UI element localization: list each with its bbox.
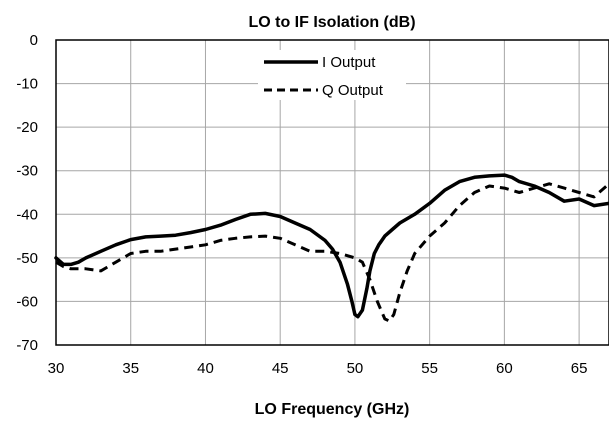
- x-tick-label: 35: [122, 360, 139, 377]
- series-line-q-output: [55, 182, 609, 323]
- y-tick-label: -20: [16, 119, 38, 136]
- x-tick-label: 65: [571, 360, 588, 377]
- y-tick-labels: 0 -10 -20 -30 -40 -50 -60 -70: [16, 32, 38, 354]
- x-tick-label: 60: [496, 360, 513, 377]
- x-tick-label: 45: [272, 360, 289, 377]
- legend-label-i-output: I Output: [322, 54, 376, 71]
- series-line-i-output: [54, 173, 609, 319]
- legend-background: [258, 50, 406, 100]
- legend-label-q-output: Q Output: [322, 82, 384, 99]
- y-tick-label: -40: [16, 206, 38, 223]
- y-tick-label: -60: [16, 293, 38, 310]
- x-tick-label: 50: [347, 360, 364, 377]
- x-tick-label: 40: [197, 360, 214, 377]
- y-tick-label: -10: [16, 76, 38, 93]
- legend: I Output Q Output: [258, 50, 406, 100]
- plot-frame: [55, 39, 609, 346]
- x-tick-labels: 30 35 40 45 50 55 60 65: [48, 360, 588, 377]
- chart-title: LO to IF Isolation (dB): [248, 14, 415, 31]
- gridlines: [55, 39, 609, 346]
- x-tick-label: 30: [48, 360, 65, 377]
- y-tick-label: -50: [16, 250, 38, 267]
- x-axis-title: LO Frequency (GHz): [255, 401, 410, 418]
- y-tick-label: -70: [16, 337, 38, 354]
- series-lines: [54, 173, 609, 323]
- x-tick-label: 55: [421, 360, 438, 377]
- y-tick-label: 0: [30, 32, 38, 49]
- y-tick-label: -30: [16, 163, 38, 180]
